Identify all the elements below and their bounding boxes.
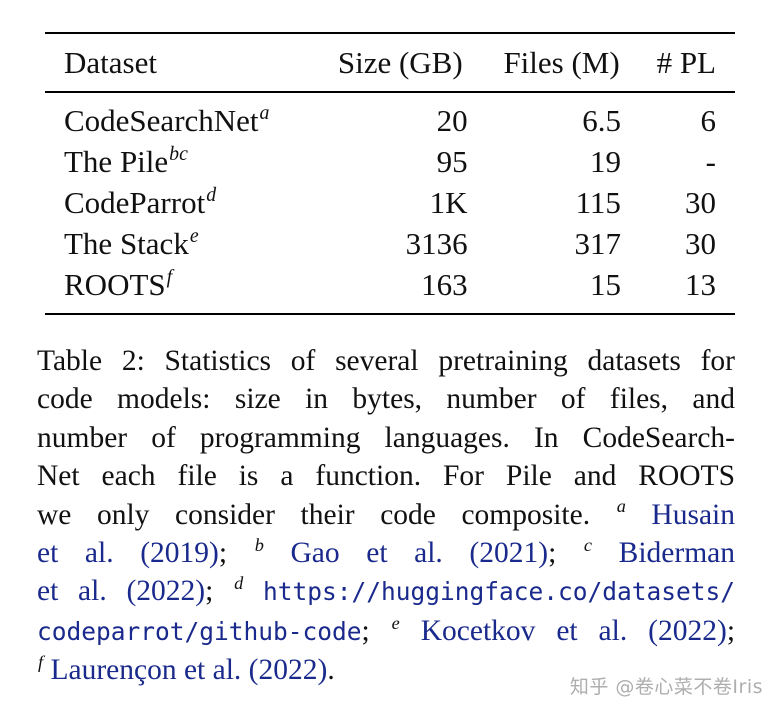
caption-line: code models: size in bytes, number of fi… — [37, 383, 735, 416]
statistics-table: Dataset Size (GB) Files (M) # PL CodeSea… — [45, 32, 735, 315]
footnote-marker: c — [583, 534, 593, 555]
caption-line: Net each file is a function. For Pile an… — [37, 460, 735, 493]
cell-size: 1K — [429, 185, 468, 220]
table-top-rule — [45, 32, 735, 34]
cell-dataset: The Stacke — [64, 224, 199, 261]
url-link[interactable]: codeparrot/github-code — [37, 616, 362, 646]
header-files: Files (M) — [503, 44, 620, 80]
header-pl: # PL — [656, 44, 716, 80]
cell-size: 95 — [436, 144, 468, 179]
cell-files: 15 — [589, 267, 621, 302]
footnote-marker: f — [166, 265, 173, 288]
cell-dataset: CodeParrotd — [64, 183, 217, 220]
cell-dataset: The Pilebc — [64, 142, 188, 179]
cell-size: 3136 — [405, 226, 468, 261]
table-header-row: Dataset Size (GB) Files (M) # PL — [45, 34, 735, 91]
cell-pl: 6 — [700, 103, 717, 138]
watermark: 知乎 @卷心菜不卷Iris — [569, 676, 763, 698]
citation-link[interactable]: Laurençon et al. (2022) — [50, 654, 328, 687]
citation-link[interactable]: Biderman — [618, 537, 735, 570]
cell-dataset: ROOTSf — [64, 265, 173, 302]
table-caption: Table 2: Statistics of several pretraini… — [37, 342, 735, 690]
table-row: ROOTSf 163 15 13 — [45, 265, 735, 306]
citation-link[interactable]: et al. (2019) — [37, 537, 219, 570]
footnote-marker: b — [254, 534, 264, 555]
header-dataset: Dataset — [64, 44, 157, 80]
cell-pl: - — [705, 144, 716, 179]
footnote-marker: e — [189, 224, 199, 247]
footnote-marker: bc — [169, 142, 188, 165]
citation-link[interactable]: Kocetkov et al. (2022) — [420, 614, 727, 647]
header-size: Size (GB) — [337, 44, 463, 80]
citation-link[interactable]: Gao et al. (2021) — [290, 537, 549, 570]
table-mid-rule — [45, 91, 735, 93]
footnote-marker: e — [391, 612, 400, 633]
footnote-marker: d — [234, 573, 244, 594]
table-bottom-rule — [45, 312, 735, 315]
citation-link[interactable]: et al. (2022) — [37, 575, 206, 608]
cell-size: 163 — [421, 267, 468, 302]
cell-files: 115 — [575, 185, 621, 220]
cell-files: 19 — [589, 144, 621, 179]
footnote-marker: f — [38, 651, 44, 672]
footnote-marker: a — [259, 101, 270, 124]
cell-dataset: CodeSearchNeta — [64, 101, 270, 138]
caption-line: f Laurençon et al. (2022). — [38, 651, 335, 687]
footnote-marker: d — [206, 183, 217, 206]
table-row: The Pilebc 95 19 - — [45, 142, 735, 183]
cell-files: 6.5 — [582, 103, 621, 138]
cell-files: 317 — [574, 226, 621, 261]
cell-pl: 30 — [685, 185, 716, 220]
url-link[interactable]: https://huggingface.co/datasets/ — [263, 577, 736, 607]
caption-line: we only consider their code composite. a… — [37, 496, 735, 531]
caption-line: number of programming languages. In Code… — [37, 421, 735, 454]
cell-pl: 30 — [685, 226, 716, 261]
caption-line: et al. (2022); d https://huggingface.co/… — [37, 573, 736, 608]
footnote-marker: a — [616, 496, 626, 517]
cell-pl: 13 — [685, 267, 716, 302]
table-row: The Stacke 3136 317 30 — [45, 224, 735, 265]
table-row: CodeParrotd 1K 115 30 — [45, 183, 735, 224]
caption-line: et al. (2019); b Gao et al. (2021); c Bi… — [37, 534, 735, 570]
table-row: CodeSearchNeta 20 6.5 6 — [45, 101, 735, 142]
caption-line: Table 2: Statistics of several pretraini… — [37, 345, 735, 377]
caption-line: codeparrot/github-code; e Kocetkov et al… — [37, 612, 736, 647]
stats-table-body: CodeSearchNeta 20 6.5 6 The Pilebc 95 19… — [45, 93, 735, 313]
cell-size: 20 — [436, 103, 468, 138]
stats-table: Dataset Size (GB) Files (M) # PL — [45, 34, 735, 91]
citation-link[interactable]: Husain — [651, 498, 735, 531]
